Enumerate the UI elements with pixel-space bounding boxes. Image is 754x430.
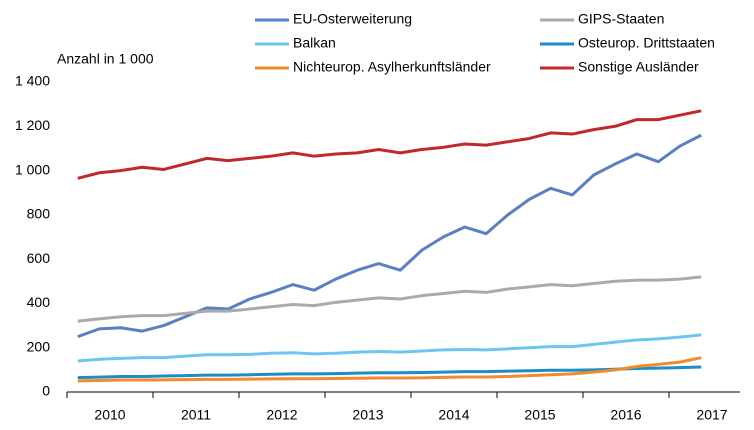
legend-label: Osteurop. Drittstaaten (578, 35, 715, 51)
series-line (77, 275, 702, 323)
y-tick-label: 0 (42, 383, 50, 399)
series-line (77, 356, 702, 383)
legend-label: Sonstige Ausländer (578, 59, 699, 75)
x-tick-label: 2012 (266, 407, 297, 423)
x-tick-label: 2011 (181, 407, 211, 423)
series-line (77, 333, 702, 363)
legend-label: EU-Osterweiterung (293, 11, 412, 27)
x-tick-label: 2017 (696, 407, 727, 423)
series-line (77, 365, 702, 380)
y-tick-label: 600 (27, 250, 51, 266)
x-tick-label: 2015 (524, 407, 555, 423)
x-tick-label: 2014 (438, 407, 469, 423)
series-line (77, 133, 702, 339)
y-tick-label: 1 000 (15, 161, 50, 177)
x-tick-label: 2013 (352, 407, 383, 423)
y-tick-label: 400 (27, 294, 51, 310)
y-tick-label: 200 (27, 338, 51, 354)
x-tick-label: 2016 (610, 407, 641, 423)
y-tick-label: 1 400 (15, 73, 50, 89)
y-tick-label: 800 (27, 206, 51, 222)
legend-label: Nichteurop. Asylherkunftsländer (293, 59, 491, 75)
legend-label: Balkan (293, 35, 336, 51)
y-axis-label: Anzahl in 1 000 (57, 51, 154, 67)
series-line (77, 109, 702, 180)
legend-label: GIPS-Staaten (578, 11, 664, 27)
x-tick-label: 2010 (94, 407, 125, 423)
y-tick-label: 1 200 (15, 117, 50, 133)
